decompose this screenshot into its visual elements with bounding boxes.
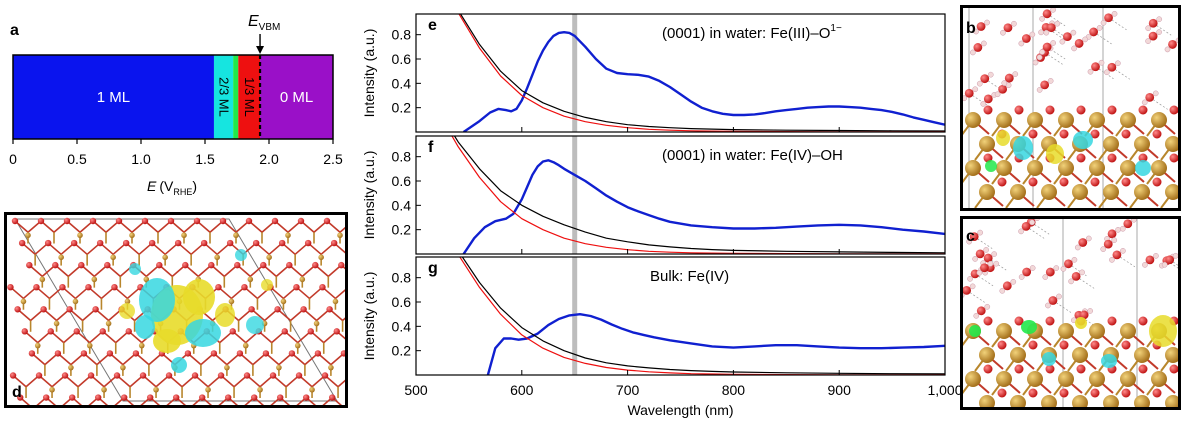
evbm-arrow-head [256,46,265,54]
series-line [462,159,945,254]
panel-letter-a: a [10,22,19,39]
x-tick-label: 500 [404,382,428,398]
series-line [461,257,945,375]
charge-density-blobs [119,249,273,373]
side-view-panel-c [960,216,1181,410]
y-tick-label: 0.8 [392,27,412,43]
side-view-image-c [963,219,1178,407]
phase-tick-label: 2.0 [259,151,279,167]
y-axis-label: Intensity (a.u.) [361,272,377,361]
phase-tick-label: 0.5 [67,151,87,167]
phase-region [238,55,261,139]
crystal-top-view-image [7,217,345,405]
subplot-annotation: Bulk: Fe(IV) [650,268,729,285]
subplot-e: 0.2 0.4 0.6 0.8 Intensity (a.u.) e (0001) in w… [361,13,946,133]
series-line [453,136,945,254]
y-tick-label: 0.2 [392,100,412,116]
subplot-letter: f [428,139,434,156]
subplot-letter: e [428,17,437,34]
spectra-figure: 0.2 0.4 0.6 0.8 Intensity (a.u.) e (0001) in w… [361,13,960,418]
highlight-band [572,136,578,254]
x-axis-label: Wavelength (nm) [627,402,733,418]
y-axis-label: Intensity (a.u.) [361,29,377,118]
phase-tick-label: 2.5 [323,151,343,167]
highlight-band [572,14,578,132]
phase-region-label: 0 ML [280,89,313,106]
series-line [458,14,945,132]
y-tick-label: 0.4 [392,197,412,213]
phase-tick-label: 0 [9,151,17,167]
x-tick-label: 800 [722,382,746,398]
phase-region [13,55,214,139]
series-line [459,14,945,132]
x-tick-label: 1,000 [927,382,960,398]
crystal-top-view-panel [4,212,348,408]
x-tick-label: 700 [616,382,640,398]
phase-tick-label: 1.5 [195,151,215,167]
phase-diagram-frame [12,54,334,140]
phase-ticks: 0 0.5 1.0 1.5 2.0 2.5 [9,139,343,167]
phase-region-label: 1 ML [97,89,130,106]
x-tick-label: 900 [828,382,852,398]
phase-region-label: 2/3 ML [217,77,232,117]
y-axis-label: Intensity (a.u.) [361,151,377,240]
phase-diagram: 1 ML 2/3 ML 1/3 ML 0 ML 0 0.5 1.0 1.5 2.0 2.5 EV… [9,13,343,197]
subplot-annotation: (0001) in water: Fe(IV)–OH [662,147,843,164]
phase-region-label: 1/3 ML [242,77,257,117]
y-tick-label: 0.8 [392,270,412,286]
series-line [462,31,945,132]
side-view-panel-b [960,5,1181,211]
evbm-label: EVBM [248,13,280,33]
y-tick-label: 0.6 [392,173,412,189]
charge-density-blobs-b [985,130,1151,176]
phase-regions: 1 ML 2/3 ML 1/3 ML 0 ML [13,55,333,139]
y-tick-label: 0.4 [392,318,412,334]
phase-region [260,55,333,139]
phase-region [233,55,239,139]
phase-tick-label: 1.0 [131,151,151,167]
subplot-frame [415,13,946,133]
y-tick-label: 0.6 [392,294,412,310]
y-tick-label: 0.2 [392,222,412,238]
phase-region [213,55,234,139]
spectra-plot-area: 0.2 0.4 0.6 0.8 Intensity (a.u.) e (0001) in w… [361,13,960,418]
y-tick-label: 0.6 [392,51,412,67]
charge-density-blobs-c [969,315,1177,368]
y-tick-label: 0.2 [392,343,412,359]
y-tick-label: 0.4 [392,75,412,91]
panel-letter-c: c [966,228,975,245]
side-view-image-b [963,8,1178,208]
panel-letter-d: d [12,384,22,401]
subplot-frame [415,135,946,255]
subplot-frame [415,256,946,376]
subplot-f: 0.2 0.4 0.6 0.8 Intensity (a.u.) f (0001) in w… [361,135,946,255]
series-line [486,313,945,375]
subplot-annotation: (0001) in water: Fe(III)–O1− [662,23,842,42]
subplot-letter: g [428,260,438,277]
phase-x-axis-label: E (VRHE) [147,178,197,197]
y-tick-label: 0.8 [392,149,412,165]
side-view-atoms-c [963,219,1178,407]
side-view-atoms-b [963,8,1178,208]
x-tick-label: 600 [510,382,534,398]
panel-letter-b: b [966,20,976,37]
subplot-g: 0.2 0.4 0.6 0.8 Intensity (a.u.) g Bulk: Fe(IV… [361,256,946,376]
